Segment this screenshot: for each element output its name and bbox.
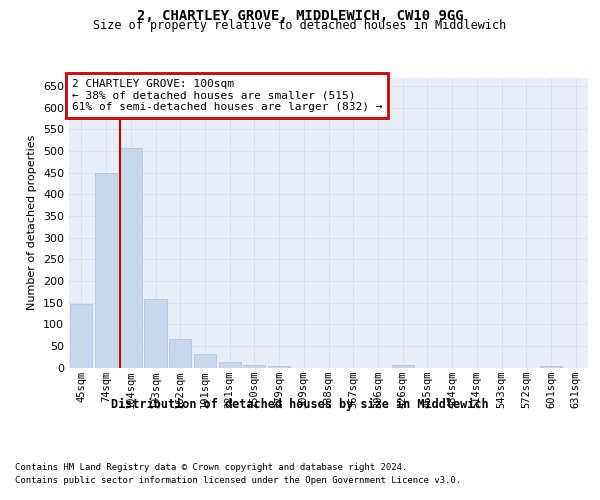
Text: 2, CHARTLEY GROVE, MIDDLEWICH, CW10 9GG: 2, CHARTLEY GROVE, MIDDLEWICH, CW10 9GG — [137, 9, 463, 23]
Bar — [392, 366, 414, 368]
Bar — [268, 366, 290, 368]
Text: 2 CHARTLEY GROVE: 100sqm
← 38% of detached houses are smaller (515)
61% of semi-: 2 CHARTLEY GROVE: 100sqm ← 38% of detach… — [71, 79, 382, 112]
Text: Contains HM Land Registry data © Crown copyright and database right 2024.: Contains HM Land Registry data © Crown c… — [15, 462, 407, 471]
Bar — [218, 362, 241, 368]
Bar — [243, 365, 265, 368]
Text: Contains public sector information licensed under the Open Government Licence v3: Contains public sector information licen… — [15, 476, 461, 485]
Bar — [540, 366, 562, 368]
Text: Distribution of detached houses by size in Middlewich: Distribution of detached houses by size … — [111, 398, 489, 410]
Y-axis label: Number of detached properties: Number of detached properties — [28, 135, 37, 310]
Bar — [169, 340, 191, 367]
Bar — [95, 172, 117, 368]
Bar — [119, 148, 142, 368]
Bar — [194, 354, 216, 368]
Bar — [70, 304, 92, 368]
Text: Size of property relative to detached houses in Middlewich: Size of property relative to detached ho… — [94, 19, 506, 32]
Bar — [145, 299, 167, 368]
